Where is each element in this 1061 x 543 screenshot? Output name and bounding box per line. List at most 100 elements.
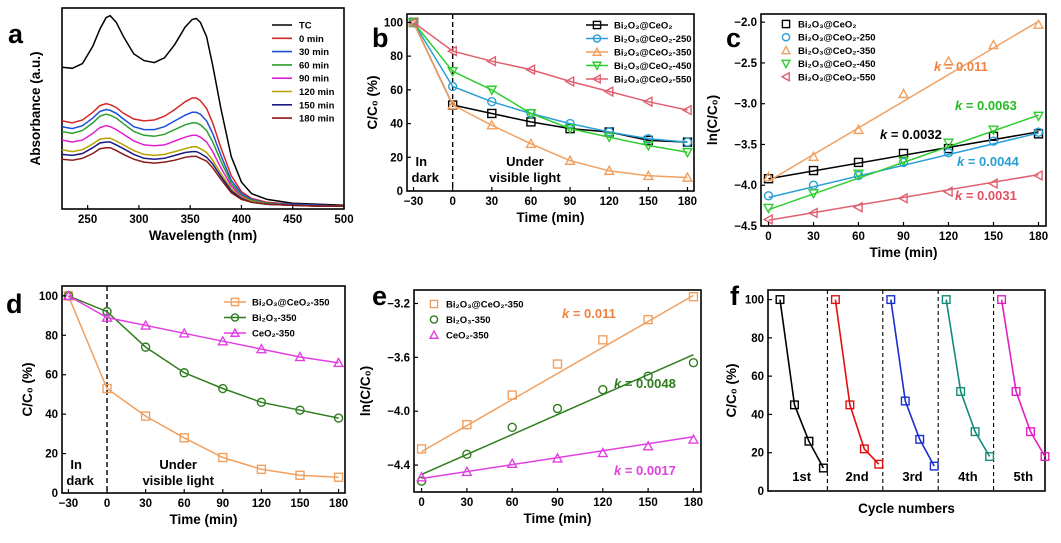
data-point [852, 123, 865, 135]
x-tick-label: 90 [564, 196, 577, 208]
data-point [333, 413, 344, 423]
legend-marker [229, 327, 241, 337]
data-point [461, 465, 473, 477]
legend-marker [230, 297, 240, 307]
fit-line [421, 353, 694, 476]
panel-f: 1st 2nd 3rd 4th 5th 0 20 40 60 80 100 C/C₀ (%) Cycle… [724, 281, 1050, 516]
data-point [688, 358, 699, 368]
data-point [551, 452, 564, 463]
data-point [775, 295, 785, 305]
data-point [985, 452, 995, 462]
cycle-line [1000, 299, 1046, 457]
cycle-line [890, 299, 935, 467]
panel-label: b [372, 23, 389, 53]
y-tick-label: 100 [39, 291, 58, 303]
data-point [807, 150, 820, 161]
legend-marker [230, 313, 240, 322]
data-point [506, 457, 518, 469]
data-point [462, 419, 472, 430]
data-point [604, 127, 614, 137]
y-tick-label: 40 [751, 409, 764, 421]
annotation-visible-light: visible light [489, 170, 561, 185]
data-point [447, 67, 459, 78]
data-point [1032, 111, 1045, 122]
x-tick-label: 90 [897, 231, 910, 243]
data-point [218, 383, 228, 394]
y-tick-label: −2.0 [734, 17, 757, 29]
fit-line [421, 436, 694, 480]
data-point [507, 390, 517, 400]
data-point [853, 157, 864, 168]
data-point [956, 386, 966, 396]
data-point [256, 464, 267, 475]
fit-line [768, 173, 1039, 222]
data-point [598, 384, 608, 395]
data-point [682, 137, 693, 147]
data-point [447, 81, 458, 92]
data-point [804, 436, 814, 446]
x-tick-label: 150 [290, 498, 309, 510]
data-point [295, 405, 305, 415]
x-tick-label: 30 [485, 196, 498, 208]
x-tick-label: 0 [449, 196, 455, 208]
x-tick-label: 0 [418, 497, 424, 509]
annotation-under: Under [506, 154, 544, 169]
data-point [565, 118, 575, 129]
legend: Bi₂O₃@CeO₂ Bi₂O₃@CeO₂-250 Bi₂O₃@CeO₂-350 Bi… [586, 21, 692, 86]
data-point [643, 134, 654, 144]
legend-label: TC [299, 21, 312, 32]
cycle-label: 5th [1014, 469, 1034, 484]
data-point [1011, 386, 1021, 396]
spectrum-line [61, 97, 345, 207]
y-tick-label: 60 [751, 371, 764, 383]
x-tick-label: 500 [334, 214, 353, 226]
legend-marker [428, 329, 440, 339]
y-tick-label: 20 [390, 152, 403, 164]
spectrum-line [61, 137, 344, 207]
legend: Bi₂O₃@CeO₂-350 Bi₂O₃-350 CeO₂-350 [428, 300, 524, 342]
data-point [988, 136, 999, 146]
data-point [525, 137, 537, 149]
y-tick-label: 0 [758, 486, 764, 498]
data-point [333, 472, 344, 482]
panel-label: d [6, 289, 23, 319]
series-line [68, 295, 339, 364]
spectrum-line [61, 14, 345, 206]
x-tick-label: 180 [329, 498, 348, 510]
data-point [681, 104, 692, 116]
data-point [642, 440, 654, 451]
data-point [897, 88, 910, 99]
data-point [807, 189, 820, 200]
series-line [412, 22, 688, 143]
series-line [412, 22, 688, 143]
x-tick-label: 350 [181, 214, 200, 226]
data-point [643, 371, 653, 381]
data-point [942, 55, 955, 66]
x-axis-label: Cycle numbers [858, 501, 955, 516]
x-tick-label: 250 [78, 214, 97, 226]
data-point [970, 427, 980, 437]
x-tick-label: 90 [216, 498, 229, 510]
x-axis-label: Time (min) [516, 210, 584, 225]
data-point [642, 169, 654, 181]
data-point [763, 191, 774, 201]
legend-marker [592, 34, 602, 43]
data-point [988, 131, 999, 142]
x-tick-label: 30 [460, 497, 473, 509]
legend-marker [780, 59, 792, 70]
data-point [178, 327, 190, 338]
y-axis-label: ln(C/C₀) [705, 95, 720, 145]
spectrum-line [61, 113, 344, 207]
legend-label: Bi₂O₃@CeO₂-350 [252, 298, 330, 309]
data-point [874, 459, 884, 469]
series-line [413, 21, 688, 111]
data-point [218, 452, 228, 463]
annotation-dark: dark [412, 170, 440, 185]
x-tick-label: 180 [1029, 231, 1048, 243]
x-tick-label: 180 [684, 497, 703, 509]
legend-marker [591, 61, 603, 71]
legend-label: Bi₂O₃@CeO₂-350 [446, 300, 524, 311]
x-tick-label: 60 [178, 498, 191, 510]
data-point [217, 335, 229, 346]
data-point [101, 311, 113, 322]
